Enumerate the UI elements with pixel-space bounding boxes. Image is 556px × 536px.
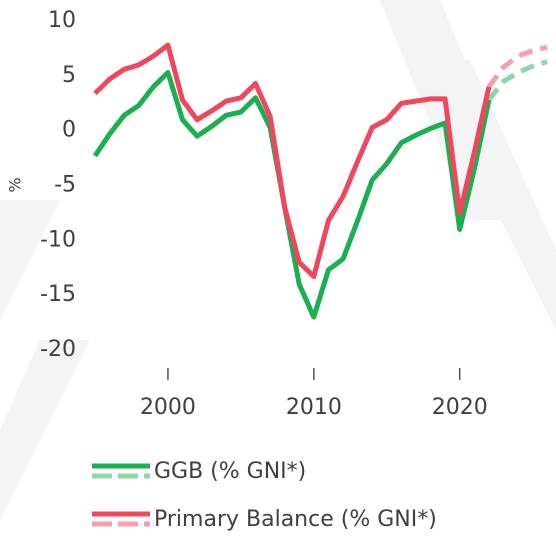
y-tick-label: -10: [40, 227, 76, 252]
y-tick-label: -15: [40, 282, 76, 307]
y-tick-label: 5: [62, 63, 76, 88]
legend-label: GGB (% GNI*): [154, 459, 306, 484]
stripe: [0, 200, 60, 320]
y-tick-label: -20: [40, 337, 76, 362]
legend-label: Primary Balance (% GNI*): [154, 507, 437, 532]
background-stripes: [0, 0, 556, 520]
stripe: [0, 340, 90, 520]
projection-line: [486, 59, 548, 102]
plot-area: [92, 42, 548, 320]
stripe: [420, 60, 556, 330]
x-tick-label: 2020: [432, 395, 488, 420]
y-axis-label: %: [6, 177, 25, 192]
series-line: [92, 70, 492, 320]
projection-line: [486, 44, 548, 89]
x-tick-label: 2010: [286, 395, 342, 420]
series-line: [93, 42, 492, 279]
x-tick-label: 2000: [140, 395, 196, 420]
y-tick-label: 10: [48, 8, 76, 33]
y-tick-label: -5: [54, 173, 76, 198]
y-tick-label: 0: [62, 118, 76, 143]
